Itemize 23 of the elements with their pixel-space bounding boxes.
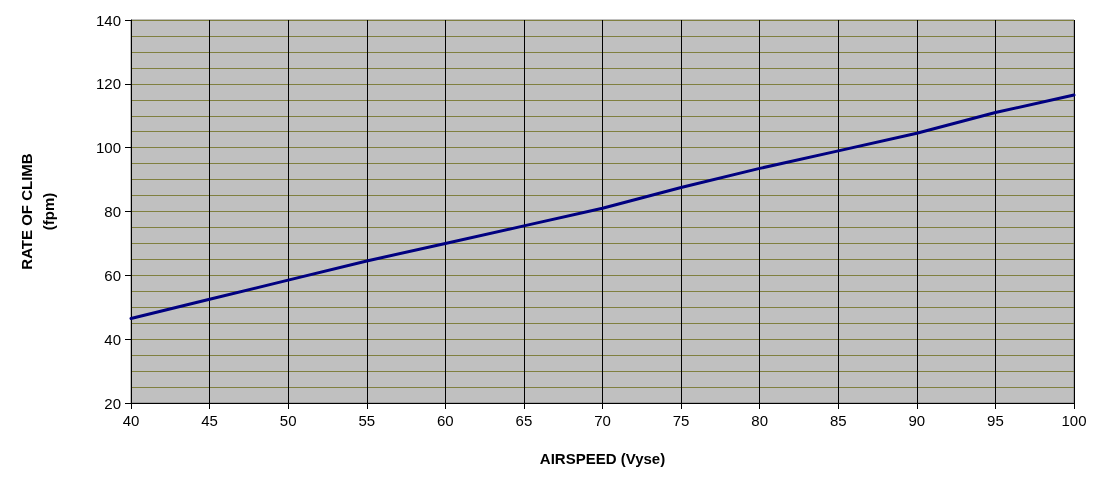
x-tick-label: 60 <box>436 412 454 429</box>
x-tick-label: 80 <box>751 412 769 429</box>
x-tick-label: 95 <box>987 412 1004 429</box>
x-tick-label: 40 <box>122 412 140 429</box>
x-tick-label: 75 <box>672 412 690 429</box>
x-tick-label: 90 <box>908 412 926 429</box>
y-tick-label: 140 <box>95 11 121 29</box>
x-axis-title: AIRSPEED (Vyse) <box>539 450 666 467</box>
x-tick-label: 100 <box>1061 412 1087 429</box>
y-tick-label: 100 <box>95 139 121 157</box>
x-tick-label: 50 <box>279 412 297 429</box>
x-tick-label: 65 <box>515 412 533 429</box>
x-tick-label: 45 <box>201 412 218 429</box>
y-tick-label: 80 <box>104 203 121 220</box>
y-tick-label: 20 <box>104 394 121 412</box>
y-tick-label: 120 <box>95 75 121 93</box>
x-tick-label: 85 <box>829 412 847 429</box>
x-tick-label: 55 <box>358 412 376 429</box>
y-axis-title: RATE OF CLIMB (fpm) <box>17 153 57 270</box>
y-tick-label: 40 <box>104 330 121 348</box>
y-tick-label: 60 <box>104 266 121 284</box>
x-tick-label: 70 <box>594 412 611 429</box>
line-series <box>129 93 1076 320</box>
